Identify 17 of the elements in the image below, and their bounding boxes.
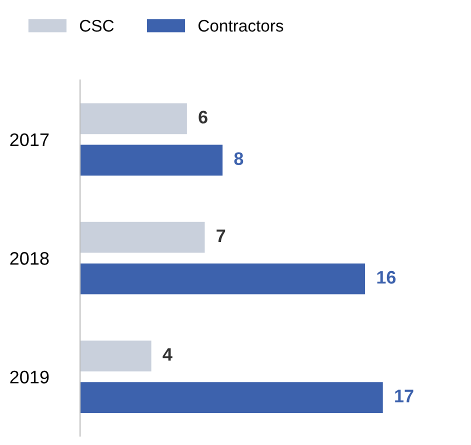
data-label: 6 [198,110,208,124]
legend-label: CSC [80,20,114,32]
bar [80,222,205,253]
data-label: 4 [162,348,172,361]
y-tick-label: 2017 [10,133,49,146]
legend-label: Contractors [198,20,284,32]
bar [80,340,152,372]
bar [80,263,366,294]
bar [80,103,187,134]
bar [80,382,383,413]
y-tick-label: 2019 [10,370,49,384]
data-label: 8 [234,152,244,166]
data-label: 17 [395,390,414,402]
data-label: 16 [377,270,396,284]
data-label: 7 [216,230,226,242]
y-tick-label: 2018 [10,252,49,265]
bar [80,144,223,176]
